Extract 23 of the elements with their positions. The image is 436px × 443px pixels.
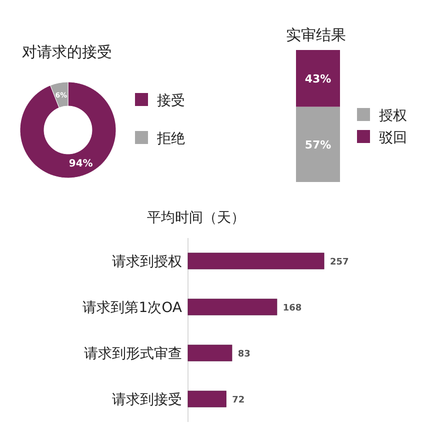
bar (188, 252, 324, 270)
data-label: 168 (282, 304, 302, 314)
data-label: 57% (304, 138, 332, 152)
donut-slice (20, 82, 116, 178)
chart-title: 对请求的接受 (22, 43, 112, 61)
legend-label: 授权 (379, 108, 407, 124)
legend-label: 拒绝 (156, 131, 185, 147)
legend-label: 接受 (157, 93, 185, 109)
y-tick-label: 请求到接受 (112, 392, 182, 408)
y-tick-label: 请求到形式审查 (84, 346, 182, 362)
y-tick-label: 请求到授权 (112, 254, 182, 270)
data-label: 83 (238, 350, 250, 360)
data-label: 257 (330, 258, 349, 268)
chart-title: 平均时间（天） (147, 210, 245, 226)
bar (188, 390, 226, 408)
y-tick-label: 请求到第1次OA (82, 300, 182, 316)
bar (188, 298, 278, 316)
data-label: 72 (232, 396, 245, 406)
legend-label: 驳回 (379, 130, 407, 146)
bar (188, 344, 232, 362)
chart-title: 实审结果 (286, 26, 346, 44)
data-label: 94% (68, 158, 93, 170)
data-label: 43% (304, 72, 332, 86)
